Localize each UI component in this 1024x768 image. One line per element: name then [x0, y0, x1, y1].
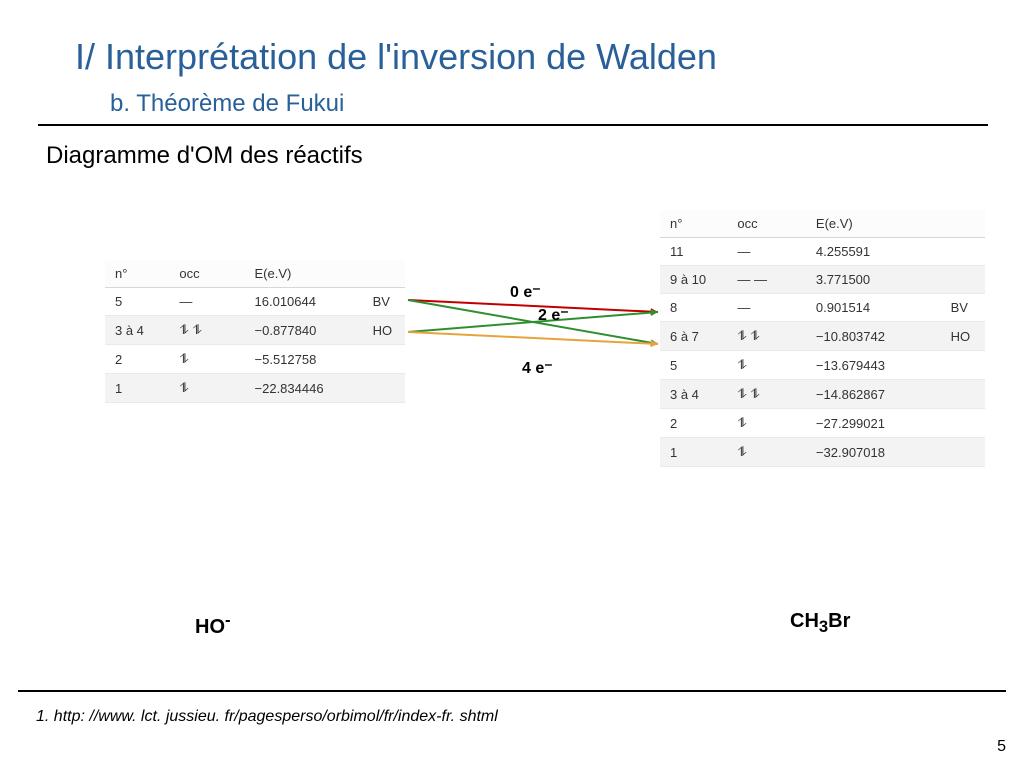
- electron-label: 4 e⁻: [522, 358, 553, 378]
- cell-energy: −14.862867: [806, 380, 941, 409]
- molecule-right-text: CH3Br: [790, 610, 850, 632]
- cell-n: 9 à 10: [660, 266, 727, 294]
- cell-occ: ⥮: [169, 374, 244, 403]
- cell-annotation: [363, 374, 405, 403]
- cell-occ: ⥮: [727, 409, 806, 438]
- orbital-table-right: n°occE(e.V) 11—4.2555919 à 10— —3.771500…: [660, 210, 985, 467]
- table-row: 1⥮−32.907018: [660, 438, 985, 467]
- cell-annotation: [941, 380, 985, 409]
- cell-energy: 0.901514: [806, 294, 941, 322]
- col-header: occ: [727, 210, 806, 238]
- section-heading: Diagramme d'OM des réactifs: [46, 142, 363, 170]
- col-header: E(e.V): [806, 210, 941, 238]
- slide: I/ Interprétation de l'inversion de Wald…: [0, 0, 1024, 768]
- table-row: 2⥮−5.512758: [105, 345, 405, 374]
- cell-energy: −5.512758: [245, 345, 363, 374]
- cell-annotation: [941, 351, 985, 380]
- cell-energy: −10.803742: [806, 322, 941, 351]
- cell-n: 6 à 7: [660, 322, 727, 351]
- cell-n: 2: [660, 409, 727, 438]
- table-row: 8—0.901514BV: [660, 294, 985, 322]
- table-row: 3 à 4⥮ ⥮−0.877840HO: [105, 316, 405, 345]
- rule-bottom: [18, 690, 1006, 692]
- cell-annotation: [941, 238, 985, 266]
- col-header: occ: [169, 260, 244, 288]
- cell-n: 1: [660, 438, 727, 467]
- electron-label: 0 e⁻: [510, 282, 541, 302]
- cell-n: 2: [105, 345, 169, 374]
- table-row: 6 à 7⥮ ⥮−10.803742HO: [660, 322, 985, 351]
- cell-annotation: HO: [363, 316, 405, 345]
- cell-n: 3 à 4: [105, 316, 169, 345]
- cell-annotation: [941, 266, 985, 294]
- cell-occ: ⥮: [727, 351, 806, 380]
- cell-occ: ⥮ ⥮: [727, 322, 806, 351]
- page-number: 5: [997, 738, 1006, 756]
- cell-occ: —: [169, 288, 244, 316]
- table-row: 5⥮−13.679443: [660, 351, 985, 380]
- cell-energy: 3.771500: [806, 266, 941, 294]
- cell-energy: −32.907018: [806, 438, 941, 467]
- cell-occ: ⥮: [169, 345, 244, 374]
- cell-n: 11: [660, 238, 727, 266]
- cell-energy: −0.877840: [245, 316, 363, 345]
- cell-n: 5: [105, 288, 169, 316]
- cell-energy: 16.010644: [245, 288, 363, 316]
- col-header: n°: [660, 210, 727, 238]
- cell-annotation: BV: [363, 288, 405, 316]
- table-row: 2⥮−27.299021: [660, 409, 985, 438]
- cell-annotation: HO: [941, 322, 985, 351]
- col-header: E(e.V): [245, 260, 363, 288]
- cell-n: 3 à 4: [660, 380, 727, 409]
- rule-top: [38, 124, 988, 126]
- molecule-left-text: HO-: [195, 616, 231, 638]
- table-row: 5—16.010644BV: [105, 288, 405, 316]
- slide-title: I/ Interprétation de l'inversion de Wald…: [75, 36, 717, 78]
- cell-occ: —: [727, 238, 806, 266]
- table-row: 11—4.255591: [660, 238, 985, 266]
- footnote: 1. http: //www. lct. jussieu. fr/pagespe…: [36, 708, 498, 726]
- cell-annotation: BV: [941, 294, 985, 322]
- molecule-label-left: HO-: [195, 610, 231, 639]
- cell-occ: ⥮: [727, 438, 806, 467]
- cell-annotation: [941, 438, 985, 467]
- cell-annotation: [363, 345, 405, 374]
- slide-subtitle: b. Théorème de Fukui: [110, 90, 344, 118]
- col-header: n°: [105, 260, 169, 288]
- cell-energy: −22.834446: [245, 374, 363, 403]
- cell-occ: ⥮ ⥮: [727, 380, 806, 409]
- cell-n: 1: [105, 374, 169, 403]
- table-row: 9 à 10— —3.771500: [660, 266, 985, 294]
- cell-occ: ⥮ ⥮: [169, 316, 244, 345]
- cell-annotation: [941, 409, 985, 438]
- table-row: 3 à 4⥮ ⥮−14.862867: [660, 380, 985, 409]
- electron-label: 2 e⁻: [538, 305, 569, 325]
- cell-n: 5: [660, 351, 727, 380]
- molecule-label-right: CH3Br: [790, 610, 850, 637]
- orbital-table-left: n°occE(e.V) 5—16.010644BV3 à 4⥮ ⥮−0.8778…: [105, 260, 405, 403]
- cell-n: 8: [660, 294, 727, 322]
- cell-energy: −13.679443: [806, 351, 941, 380]
- cell-occ: — —: [727, 266, 806, 294]
- table-row: 1⥮−22.834446: [105, 374, 405, 403]
- cell-energy: −27.299021: [806, 409, 941, 438]
- cell-energy: 4.255591: [806, 238, 941, 266]
- cell-occ: —: [727, 294, 806, 322]
